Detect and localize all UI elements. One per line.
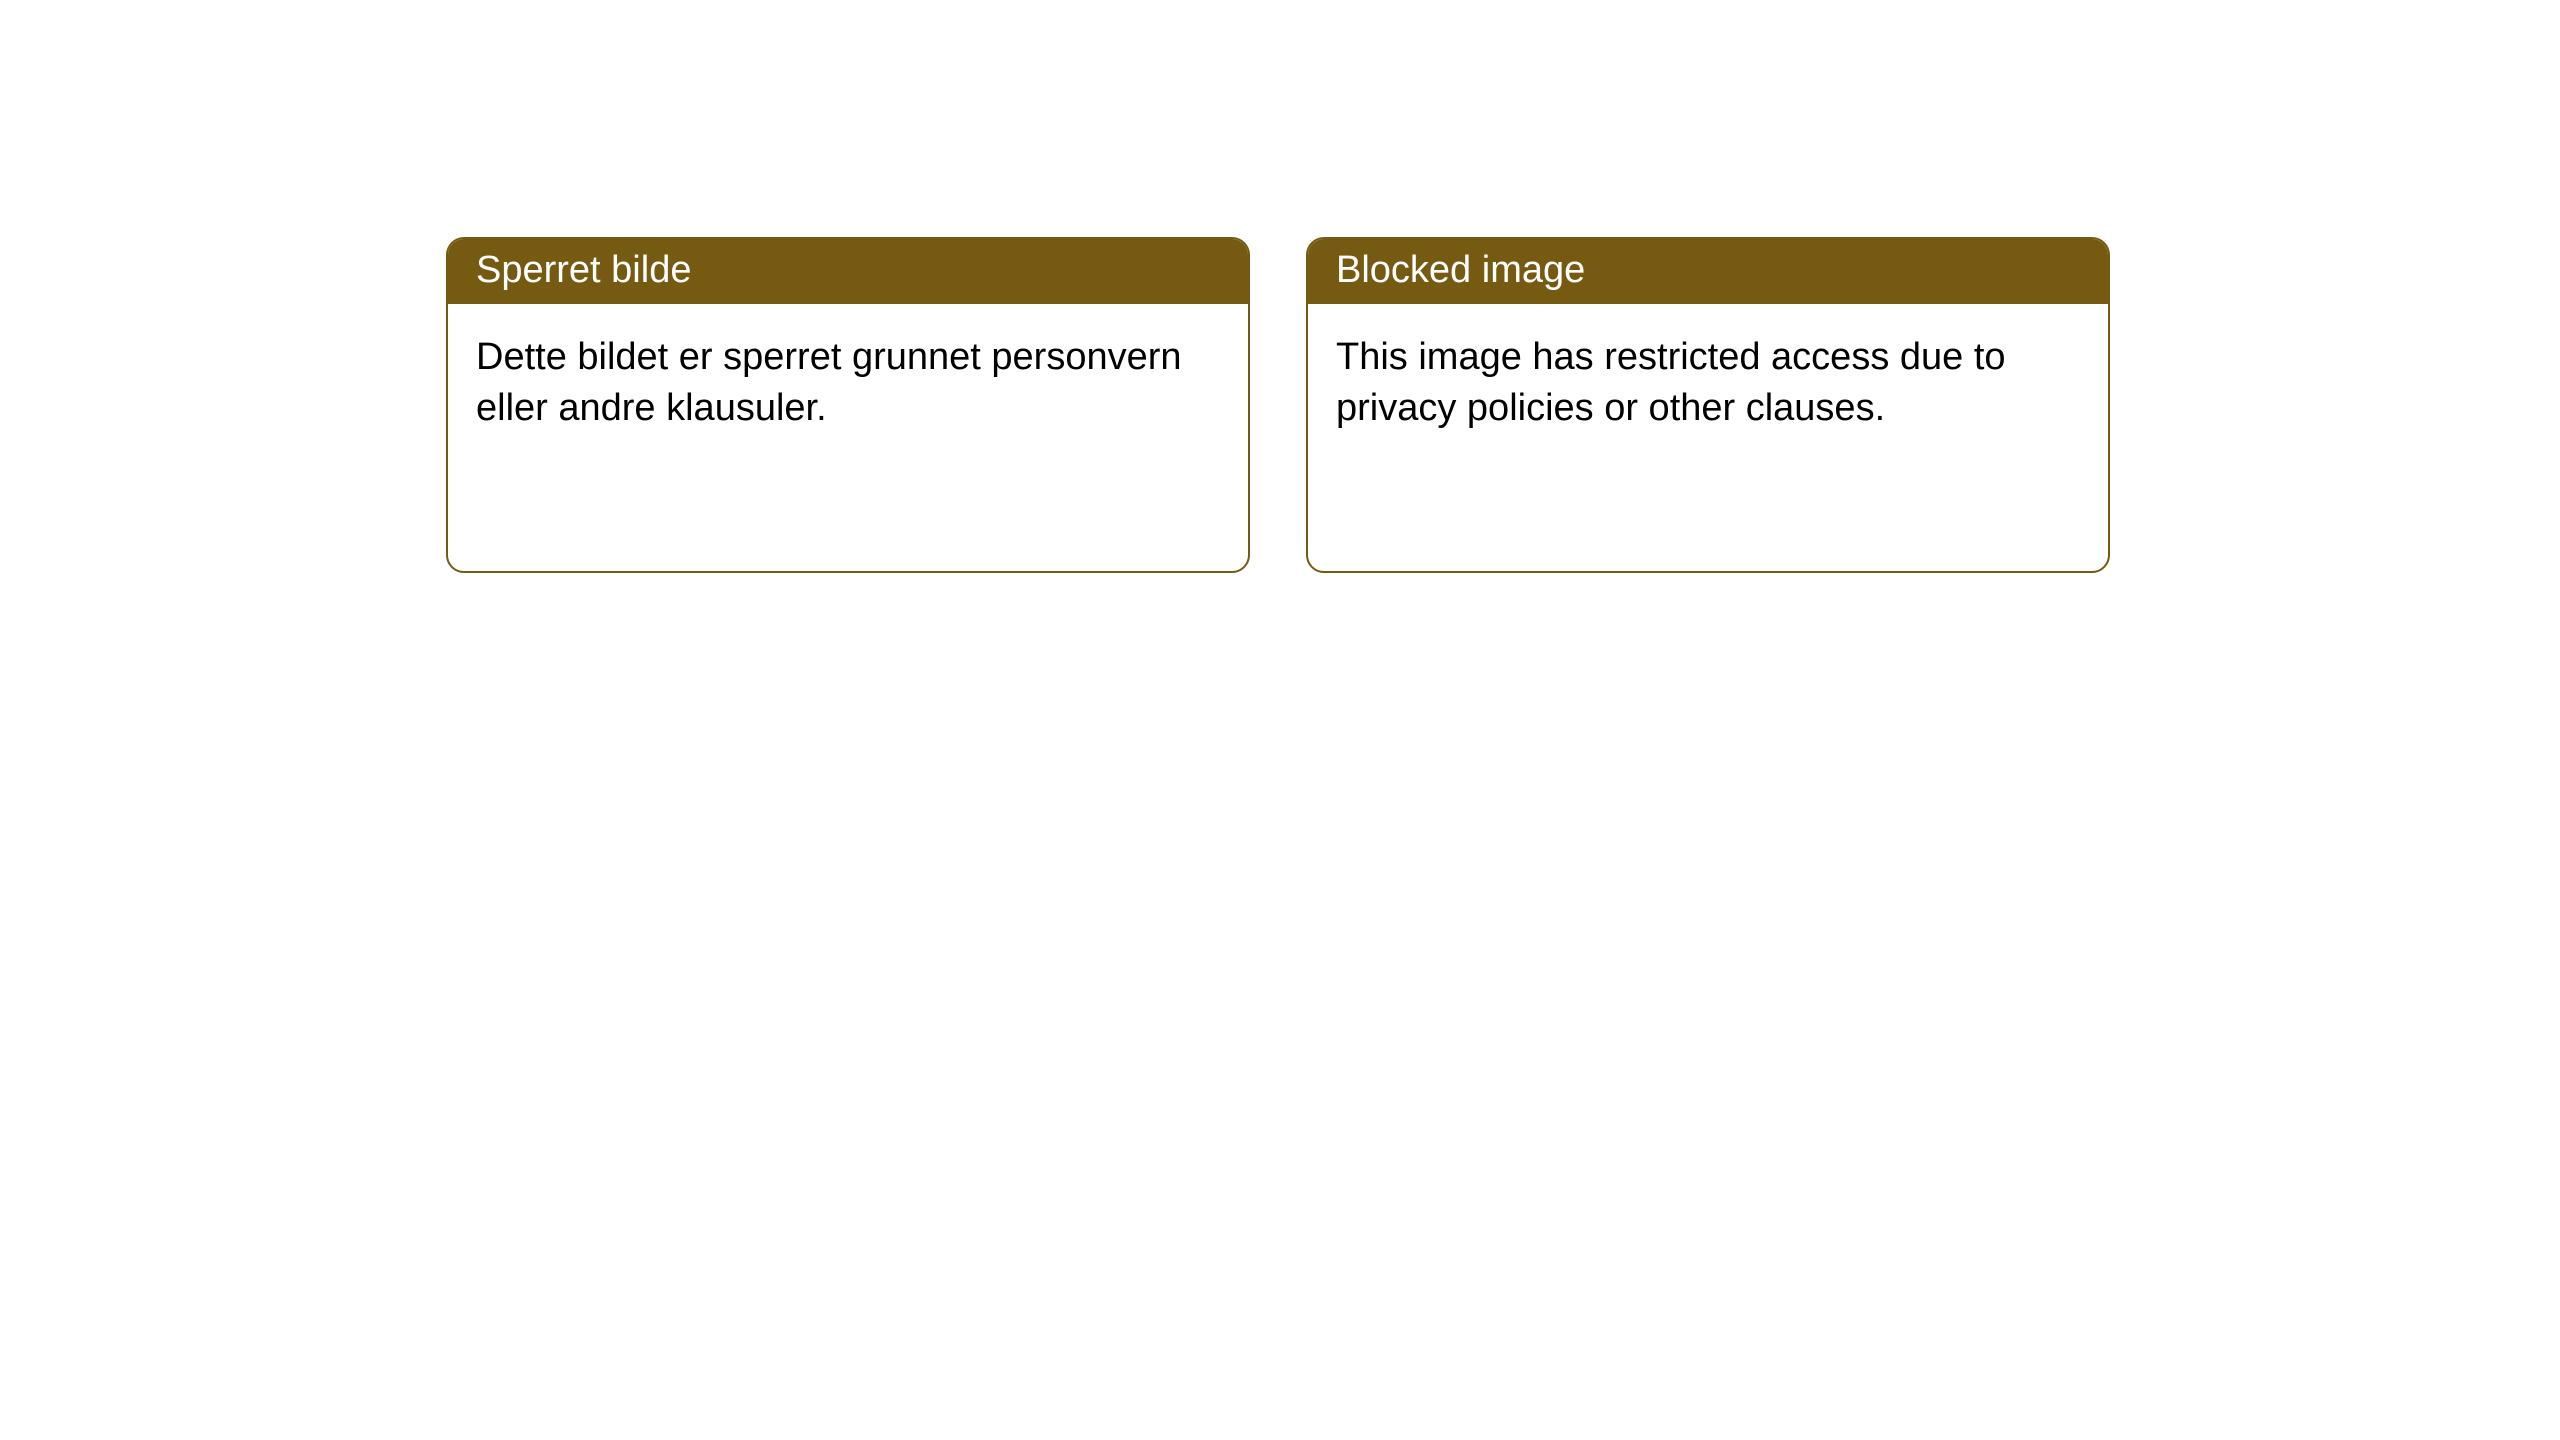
blocked-image-card-norwegian: Sperret bilde Dette bildet er sperret gr…	[446, 237, 1250, 573]
card-title-norwegian: Sperret bilde	[476, 249, 691, 291]
card-body-norwegian: Dette bildet er sperret grunnet personve…	[448, 304, 1248, 463]
card-header-norwegian: Sperret bilde	[448, 239, 1248, 304]
blocked-image-card-english: Blocked image This image has restricted …	[1306, 237, 2110, 573]
card-text-norwegian: Dette bildet er sperret grunnet personve…	[476, 336, 1182, 429]
card-body-english: This image has restricted access due to …	[1308, 304, 2108, 463]
card-text-english: This image has restricted access due to …	[1336, 336, 2006, 429]
card-header-english: Blocked image	[1308, 239, 2108, 304]
card-title-english: Blocked image	[1336, 249, 1585, 291]
notice-container: Sperret bilde Dette bildet er sperret gr…	[0, 0, 2560, 573]
